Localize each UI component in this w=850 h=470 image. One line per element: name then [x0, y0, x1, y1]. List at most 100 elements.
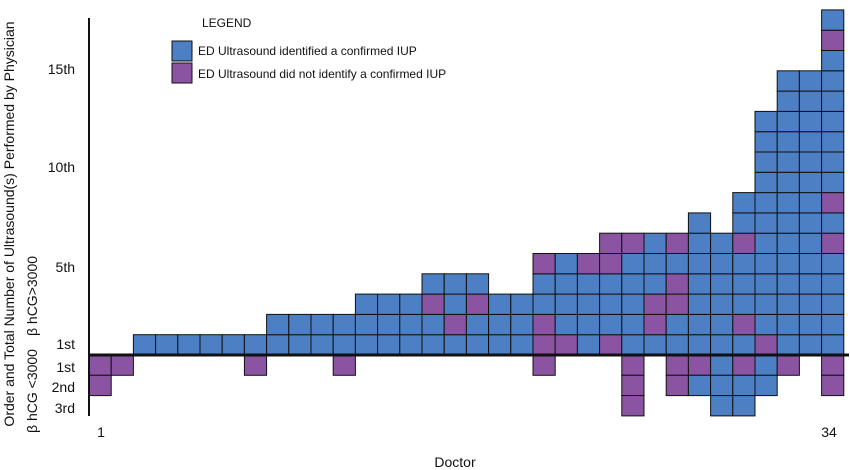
upper-cell-doctor-11-order-1 — [310, 334, 334, 356]
upper-cell-doctor-34-order-15 — [821, 50, 845, 72]
upper-cell-doctor-31-order-3 — [754, 293, 778, 315]
upper-cell-doctor-31-order-8 — [754, 192, 778, 214]
upper-cell-doctor-28-order-4 — [687, 273, 712, 295]
upper-cell-doctor-23-order-3 — [576, 293, 601, 315]
upper-cell-doctor-17-order-4 — [443, 273, 467, 295]
upper-cell-doctor-33-order-12 — [798, 110, 823, 133]
upper-cell-doctor-34-order-11 — [821, 131, 845, 153]
upper-cell-doctor-10-order-1 — [288, 334, 312, 356]
upper-cell-doctor-34-order-4 — [821, 273, 845, 295]
upper-cell-doctor-20-order-2 — [510, 313, 534, 336]
upper-cell-doctor-33-order-11 — [798, 131, 823, 153]
lower-cell-doctor-1-order-2 — [88, 374, 112, 397]
upper-cell-doctor-34-order-5 — [821, 253, 845, 275]
lower-cell-doctor-27-order-2 — [665, 374, 689, 397]
lower-cell-doctor-28-order-1 — [687, 354, 712, 376]
upper-cell-doctor-32-order-5 — [776, 253, 800, 275]
upper-cell-doctor-31-order-11 — [754, 131, 778, 153]
upper-cell-doctor-24-order-4 — [599, 273, 623, 295]
x-tick-label-last: 34 — [821, 424, 837, 440]
upper-cell-doctor-28-order-2 — [687, 313, 712, 336]
upper-cell-doctor-32-order-2 — [776, 313, 800, 336]
upper-cell-doctor-19-order-1 — [488, 334, 512, 356]
lower-cell-doctor-31-order-1 — [754, 354, 778, 376]
upper-cell-doctor-21-order-5 — [532, 253, 556, 275]
upper-cell-doctor-25-order-4 — [621, 273, 645, 295]
upper-cell-doctor-31-order-1 — [754, 334, 778, 356]
upper-cell-doctor-28-order-1 — [687, 334, 712, 356]
upper-cell-doctor-8-order-1 — [243, 334, 268, 356]
lower-cell-doctor-29-order-1 — [710, 354, 734, 376]
upper-cell-doctor-22-order-1 — [554, 334, 578, 356]
upper-cell-doctor-32-order-14 — [776, 70, 800, 92]
upper-cell-doctor-25-order-2 — [621, 313, 645, 336]
upper-cell-doctor-27-order-1 — [665, 334, 689, 356]
upper-cell-doctor-21-order-2 — [532, 313, 556, 336]
upper-cell-doctor-23-order-5 — [576, 253, 601, 275]
upper-cell-doctor-34-order-8 — [821, 192, 845, 214]
upper-cell-doctor-29-order-5 — [710, 253, 734, 275]
legend: LEGEND ED Ultrasound identified a confir… — [171, 16, 446, 84]
upper-cell-doctor-28-order-3 — [687, 293, 712, 315]
upper-cell-doctor-34-order-1 — [821, 334, 845, 356]
lower-cell-doctor-27-order-1 — [665, 354, 689, 376]
upper-cell-doctor-17-order-2 — [443, 313, 467, 336]
upper-cell-doctor-30-order-6 — [732, 232, 756, 254]
lower-cell-doctor-1-order-1 — [88, 354, 112, 376]
upper-cell-doctor-27-order-6 — [665, 232, 689, 254]
upper-cell-doctor-12-order-1 — [332, 334, 356, 356]
upper-cell-doctor-30-order-2 — [732, 313, 756, 336]
upper-cell-doctor-26-order-2 — [643, 313, 667, 336]
upper-cell-doctor-15-order-2 — [399, 313, 423, 336]
upper-cell-doctor-27-order-5 — [665, 253, 689, 275]
upper-cell-doctor-16-order-3 — [421, 293, 445, 315]
upper-cell-doctor-32-order-13 — [776, 90, 800, 112]
upper-cell-doctor-7-order-1 — [221, 334, 245, 356]
upper-cell-doctor-32-order-9 — [776, 171, 800, 194]
upper-cell-doctor-33-order-6 — [798, 232, 823, 254]
upper-cell-doctor-33-order-1 — [798, 334, 823, 356]
upper-cell-doctor-13-order-3 — [354, 293, 379, 315]
upper-cell-doctor-9-order-1 — [266, 334, 290, 356]
lower-section-label: β hCG <3000 — [24, 349, 40, 433]
upper-cell-doctor-12-order-2 — [332, 313, 356, 336]
upper-cell-doctor-10-order-2 — [288, 313, 312, 336]
upper-cell-doctor-20-order-1 — [510, 334, 534, 356]
lower-cell-doctor-8-order-1 — [243, 354, 268, 376]
legend-swatch-not-identified — [171, 62, 193, 84]
upper-cell-doctor-34-order-13 — [821, 90, 845, 112]
upper-cell-doctor-30-order-8 — [732, 192, 756, 214]
upper-cell-doctor-13-order-1 — [354, 334, 379, 356]
upper-cell-doctor-31-order-2 — [754, 313, 778, 336]
y-axis-title: Order and Total Number of Ultrasound(s) … — [1, 21, 17, 426]
lower-cell-doctor-31-order-2 — [754, 374, 778, 397]
upper-cell-doctor-11-order-2 — [310, 313, 334, 336]
upper-cell-doctor-27-order-3 — [665, 293, 689, 315]
upper-cell-doctor-31-order-10 — [754, 151, 778, 173]
upper-cell-doctor-14-order-1 — [377, 334, 401, 356]
upper-cell-doctor-32-order-10 — [776, 151, 800, 173]
upper-cell-doctor-25-order-6 — [621, 232, 645, 254]
upper-tick-label: 1st — [56, 336, 75, 352]
upper-cell-doctor-26-order-4 — [643, 273, 667, 295]
upper-cell-doctor-18-order-4 — [465, 273, 490, 295]
upper-cell-doctor-21-order-4 — [532, 273, 556, 295]
upper-cell-doctor-33-order-7 — [798, 212, 823, 234]
upper-cell-doctor-34-order-3 — [821, 293, 845, 315]
upper-cell-doctor-22-order-2 — [554, 313, 578, 336]
upper-cell-doctor-28-order-6 — [687, 232, 712, 254]
upper-tick-label: 10th — [48, 159, 75, 175]
upper-cell-doctor-26-order-3 — [643, 293, 667, 315]
upper-cell-doctor-30-order-4 — [732, 273, 756, 295]
legend-label-not-identified: ED Ultrasound did not identify a confirm… — [198, 67, 446, 81]
upper-cell-doctor-32-order-12 — [776, 110, 800, 133]
upper-cell-doctor-31-order-7 — [754, 212, 778, 234]
upper-tick-label: 5th — [56, 259, 75, 275]
lower-tick-label: 2nd — [52, 379, 75, 395]
upper-cell-doctor-17-order-3 — [443, 293, 467, 315]
upper-cell-doctor-13-order-2 — [354, 313, 379, 336]
upper-cell-doctor-24-order-1 — [599, 334, 623, 356]
upper-cell-doctor-22-order-4 — [554, 273, 578, 295]
legend-swatch-identified — [171, 40, 193, 62]
